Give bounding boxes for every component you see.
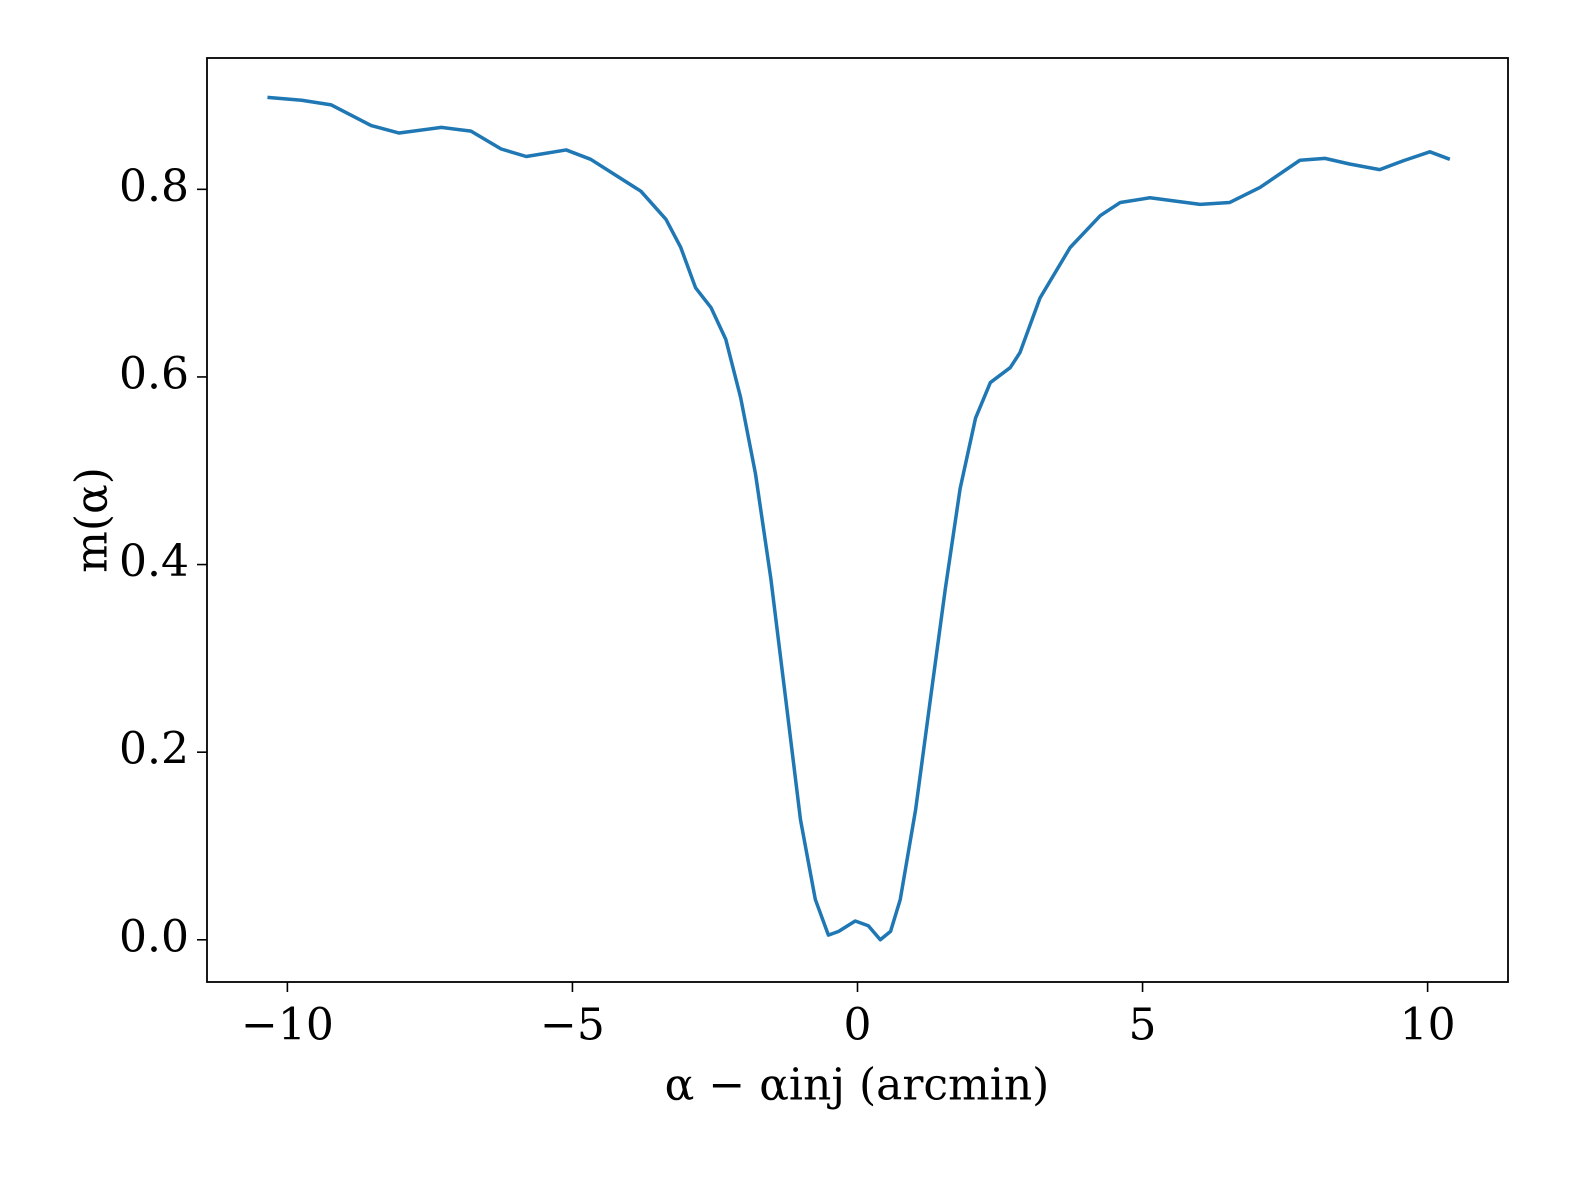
x-axis-label: α − αinj (arcmin) [665, 1060, 1050, 1111]
line-series [267, 95, 1451, 942]
y-tick-label: 0.2 [119, 724, 189, 775]
x-tick-label: 5 [1129, 1000, 1157, 1051]
x-tick-label: 10 [1400, 1000, 1456, 1051]
x-tick-label: −10 [241, 1000, 334, 1051]
y-tick-label: 0.6 [119, 348, 189, 399]
x-tick-label: 0 [844, 1000, 872, 1051]
y-tick-label: 0.8 [119, 161, 189, 212]
plot-frame [206, 57, 1509, 983]
y-tick-label: 0.4 [119, 536, 189, 587]
x-tick-label: −5 [540, 1000, 605, 1051]
y-tick-label: 0.0 [119, 911, 189, 962]
y-axis-label: m(α) [67, 467, 118, 573]
